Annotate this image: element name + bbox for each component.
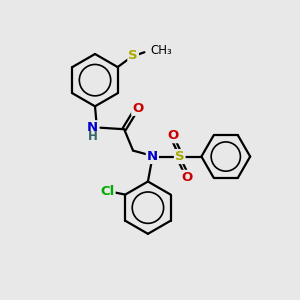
Text: N: N	[87, 121, 98, 134]
Text: Cl: Cl	[100, 184, 115, 197]
Text: O: O	[181, 171, 192, 184]
Text: CH₃: CH₃	[150, 44, 172, 57]
Text: O: O	[132, 102, 143, 115]
Text: N: N	[147, 150, 158, 163]
Text: O: O	[167, 129, 178, 142]
Text: S: S	[128, 49, 138, 62]
Text: H: H	[88, 130, 98, 143]
Text: S: S	[175, 150, 184, 163]
